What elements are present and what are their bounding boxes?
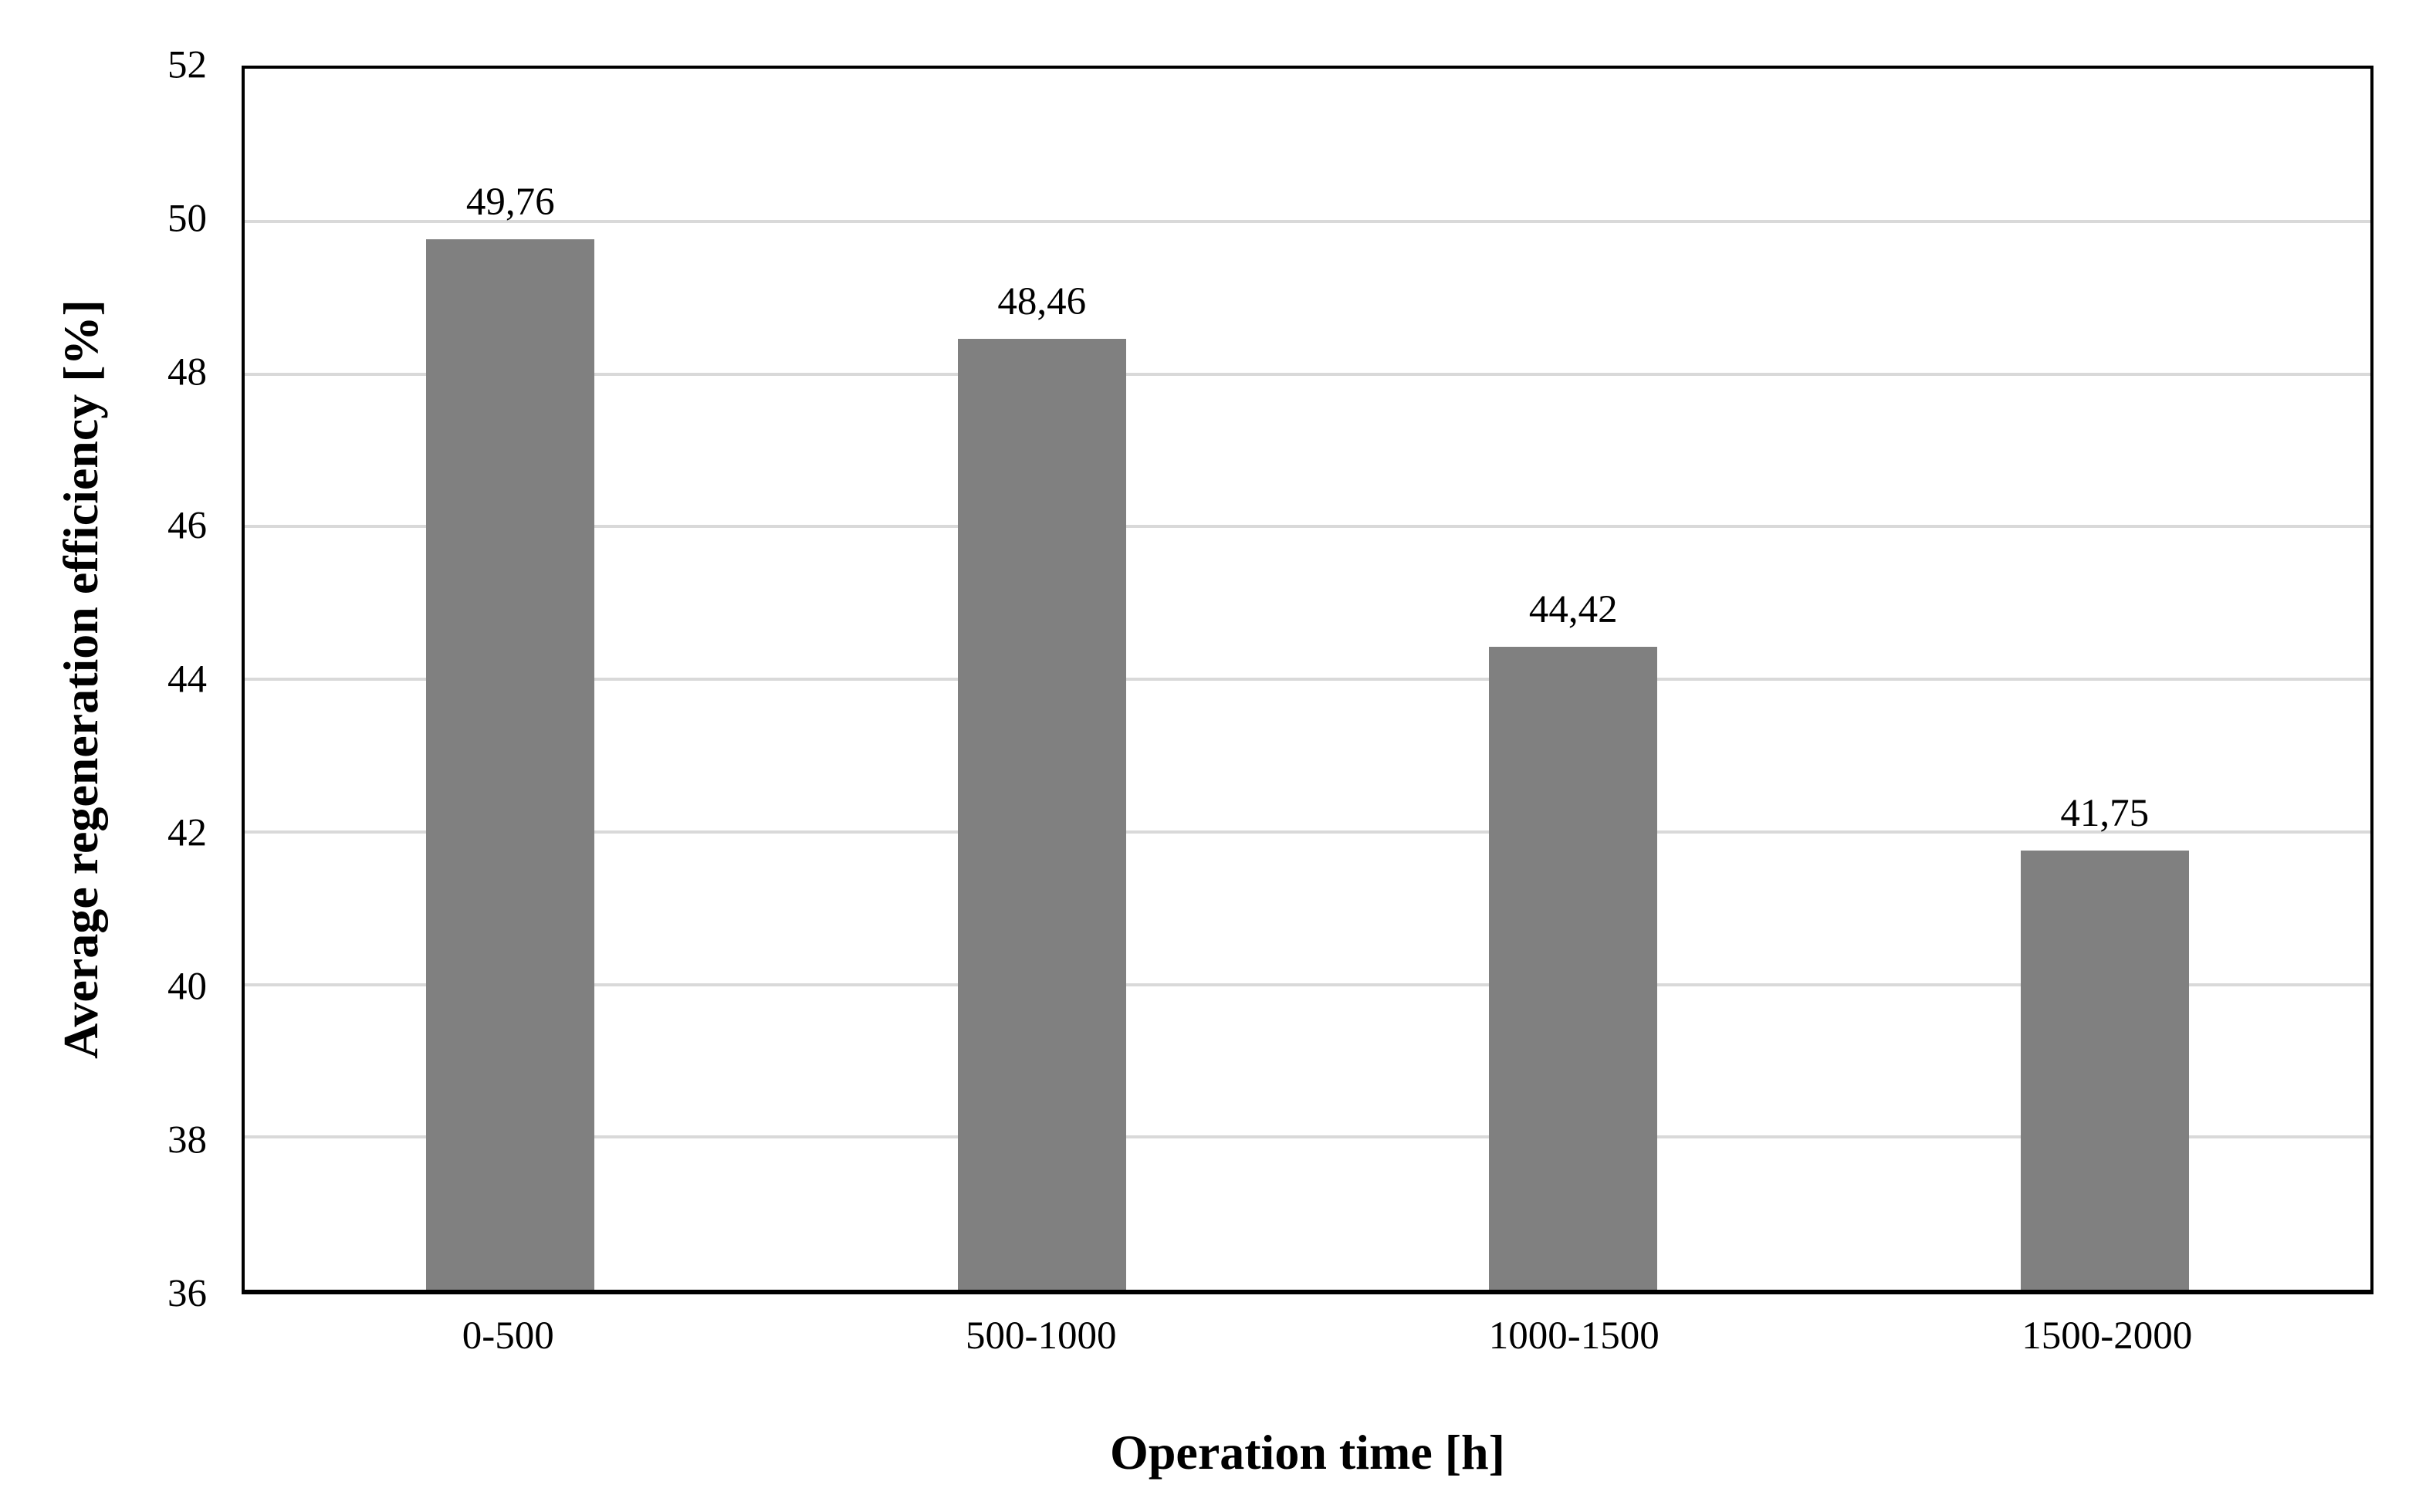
gridline	[245, 678, 2370, 681]
bar-1000-1500	[1489, 647, 1658, 1290]
x-category-label: 0-500	[462, 1314, 554, 1358]
y-tick-label: 52	[167, 43, 207, 87]
x-axis-title: Operation time [h]	[1110, 1425, 1505, 1480]
bar-value-label: 41,75	[2060, 792, 2150, 836]
y-tick-label: 50	[167, 197, 207, 241]
bars: 49,76 48,46 44,42 41,75	[245, 69, 2370, 1290]
gridline	[245, 1135, 2370, 1139]
gridline	[245, 830, 2370, 834]
bar-value-label: 49,76	[465, 181, 555, 225]
y-tick-label: 40	[167, 965, 207, 1009]
y-tick-label: 38	[167, 1118, 207, 1162]
y-tick-label: 42	[167, 811, 207, 855]
gridline	[245, 372, 2370, 376]
x-axis-category-labels: 0-500 500-1000 1000-1500 1500-2000	[242, 1317, 2373, 1363]
y-axis-tick-labels: 52 50 48 46 44 42 40 38 36	[0, 46, 207, 1314]
x-category-label: 500-1000	[966, 1314, 1117, 1358]
x-category-label: 1000-1500	[1488, 1314, 1660, 1358]
gridline	[245, 983, 2370, 986]
y-tick-label: 44	[167, 658, 207, 702]
gridlines	[245, 69, 2370, 1290]
gridline	[245, 219, 2370, 223]
gridline	[245, 525, 2370, 529]
x-category-label: 1500-2000	[2022, 1314, 2193, 1358]
y-tick-label: 36	[167, 1272, 207, 1316]
y-tick-label: 46	[167, 504, 207, 548]
bar-500-1000	[957, 339, 1126, 1290]
bar-0-500	[426, 239, 595, 1290]
plot-area: 49,76 48,46 44,42 41,75	[242, 66, 2373, 1294]
bar-value-label: 48,46	[997, 280, 1087, 324]
bar-1500-2000	[2020, 851, 2189, 1290]
y-tick-label: 48	[167, 350, 207, 394]
bar-value-label: 44,42	[1528, 588, 1618, 632]
